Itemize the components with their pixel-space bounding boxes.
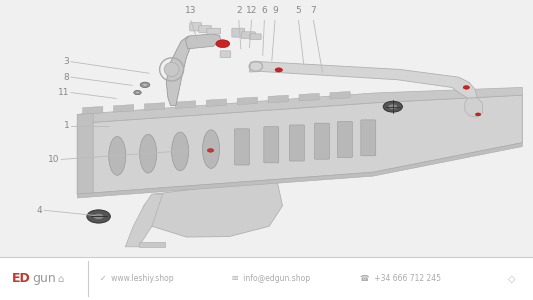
- Polygon shape: [249, 62, 477, 98]
- Text: 9: 9: [272, 6, 278, 15]
- FancyBboxPatch shape: [220, 51, 231, 58]
- Polygon shape: [77, 113, 93, 194]
- Polygon shape: [125, 194, 163, 247]
- Polygon shape: [185, 34, 221, 49]
- Text: ⌂: ⌂: [58, 274, 64, 284]
- Polygon shape: [144, 181, 282, 237]
- Circle shape: [134, 91, 141, 95]
- Polygon shape: [144, 103, 165, 110]
- Polygon shape: [77, 87, 522, 123]
- Polygon shape: [77, 143, 522, 198]
- Circle shape: [388, 104, 398, 110]
- Polygon shape: [139, 242, 165, 247]
- Text: 1: 1: [63, 122, 69, 130]
- FancyBboxPatch shape: [264, 127, 279, 163]
- Circle shape: [207, 148, 214, 152]
- FancyBboxPatch shape: [241, 32, 255, 39]
- Polygon shape: [237, 97, 257, 105]
- Text: 13: 13: [185, 6, 197, 15]
- Polygon shape: [83, 106, 103, 114]
- Text: 5: 5: [296, 6, 301, 15]
- Polygon shape: [268, 95, 288, 103]
- Circle shape: [463, 85, 470, 89]
- Text: 12: 12: [246, 6, 257, 15]
- Circle shape: [142, 83, 147, 86]
- Text: 3: 3: [63, 57, 69, 66]
- FancyBboxPatch shape: [0, 257, 533, 300]
- Text: 11: 11: [58, 88, 69, 97]
- Polygon shape: [114, 105, 134, 112]
- Circle shape: [475, 113, 481, 116]
- Text: 7: 7: [311, 6, 316, 15]
- FancyBboxPatch shape: [207, 28, 221, 34]
- Circle shape: [383, 101, 402, 112]
- Ellipse shape: [164, 62, 179, 76]
- Polygon shape: [330, 92, 350, 99]
- Polygon shape: [166, 36, 193, 105]
- Circle shape: [140, 82, 150, 88]
- Text: 6: 6: [262, 6, 267, 15]
- Circle shape: [275, 68, 282, 72]
- Text: ☎  +34 666 712 245: ☎ +34 666 712 245: [360, 274, 441, 283]
- Polygon shape: [206, 99, 227, 106]
- Text: 2: 2: [236, 6, 241, 15]
- FancyBboxPatch shape: [361, 120, 376, 156]
- Circle shape: [135, 92, 140, 94]
- FancyBboxPatch shape: [232, 28, 245, 37]
- Ellipse shape: [172, 132, 189, 171]
- Text: 10: 10: [48, 155, 60, 164]
- Text: 4: 4: [37, 206, 43, 215]
- Polygon shape: [465, 98, 482, 117]
- Circle shape: [93, 214, 104, 220]
- FancyBboxPatch shape: [289, 125, 304, 161]
- FancyBboxPatch shape: [235, 129, 249, 165]
- Polygon shape: [77, 95, 522, 194]
- FancyBboxPatch shape: [337, 122, 352, 158]
- Text: ◇: ◇: [508, 274, 515, 284]
- FancyBboxPatch shape: [314, 123, 329, 159]
- Polygon shape: [175, 101, 196, 109]
- Circle shape: [216, 40, 230, 48]
- Polygon shape: [299, 93, 319, 101]
- Circle shape: [87, 210, 110, 223]
- Text: ✓  www.leshiy.shop: ✓ www.leshiy.shop: [100, 274, 174, 283]
- Ellipse shape: [140, 134, 157, 173]
- Text: ED: ED: [12, 272, 30, 285]
- Text: ✉  info@edgun.shop: ✉ info@edgun.shop: [232, 274, 310, 283]
- FancyBboxPatch shape: [190, 22, 201, 31]
- FancyBboxPatch shape: [199, 26, 212, 32]
- Ellipse shape: [109, 136, 126, 175]
- Text: 8: 8: [63, 73, 69, 82]
- Text: gun: gun: [32, 272, 56, 285]
- Ellipse shape: [203, 130, 220, 168]
- FancyBboxPatch shape: [249, 34, 261, 40]
